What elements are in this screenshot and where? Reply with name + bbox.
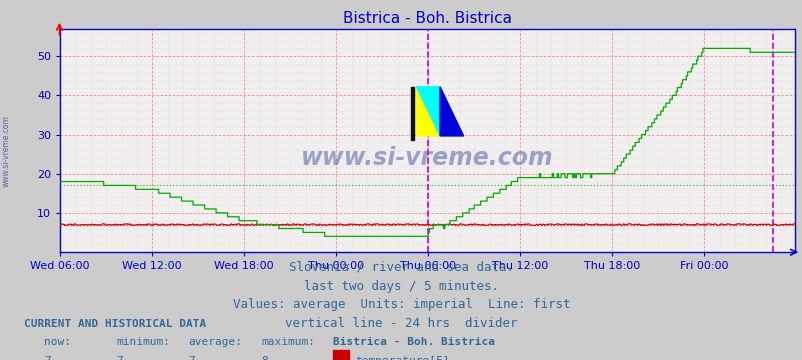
Text: www.si-vreme.com: www.si-vreme.com — [2, 115, 11, 187]
Title: Bistrica - Boh. Bistrica: Bistrica - Boh. Bistrica — [342, 11, 512, 26]
Polygon shape — [439, 87, 463, 136]
Polygon shape — [416, 87, 439, 136]
Text: CURRENT AND HISTORICAL DATA: CURRENT AND HISTORICAL DATA — [24, 319, 206, 329]
Text: now:: now: — [44, 337, 71, 347]
Text: Bistrica - Boh. Bistrica: Bistrica - Boh. Bistrica — [333, 337, 495, 347]
Text: 7: 7 — [116, 356, 123, 360]
Text: www.si-vreme.com: www.si-vreme.com — [301, 146, 553, 170]
Text: average:: average: — [188, 337, 242, 347]
Text: 7: 7 — [44, 356, 51, 360]
Text: Slovenia / river and sea data.: Slovenia / river and sea data. — [289, 261, 513, 274]
Text: minimum:: minimum: — [116, 337, 170, 347]
Text: maximum:: maximum: — [261, 337, 314, 347]
Text: 8: 8 — [261, 356, 267, 360]
Text: 7: 7 — [188, 356, 195, 360]
Text: Values: average  Units: imperial  Line: first: Values: average Units: imperial Line: fi… — [233, 298, 569, 311]
Bar — [411, 87, 414, 140]
Text: vertical line - 24 hrs  divider: vertical line - 24 hrs divider — [285, 317, 517, 330]
Polygon shape — [416, 87, 439, 136]
Text: temperature[F]: temperature[F] — [355, 356, 450, 360]
Text: last two days / 5 minutes.: last two days / 5 minutes. — [304, 280, 498, 293]
